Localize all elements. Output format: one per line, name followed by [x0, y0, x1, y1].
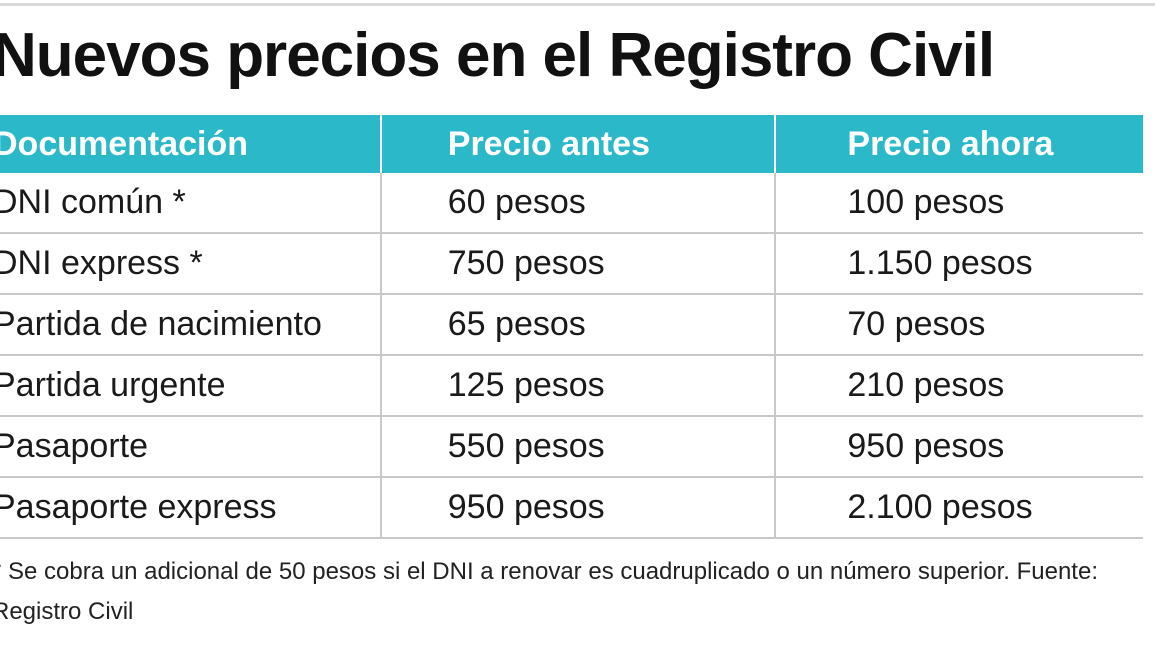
cell-documentacion: Partida urgente	[0, 355, 382, 417]
table-row: DNI común * 60 pesos 100 pesos	[0, 173, 1143, 234]
footnote: * Se cobra un adicional de 50 pesos si e…	[0, 558, 1105, 625]
top-divider	[0, 3, 1155, 6]
table-row: Pasaporte express 950 pesos 2.100 pesos	[0, 477, 1143, 539]
cell-precio-ahora: 100 pesos	[775, 173, 1143, 234]
cell-precio-ahora: 1.150 pesos	[775, 233, 1143, 295]
cell-documentacion: Pasaporte express	[0, 477, 382, 539]
cell-documentacion: DNI express *	[0, 233, 382, 295]
table-row: DNI express * 750 pesos 1.150 pesos	[0, 233, 1143, 295]
cell-precio-antes: 65 pesos	[380, 294, 777, 356]
header-precio-antes: Precio antes	[380, 115, 777, 173]
cell-precio-ahora: 210 pesos	[775, 355, 1143, 417]
cell-precio-antes: 750 pesos	[380, 233, 777, 295]
cell-precio-ahora: 70 pesos	[775, 294, 1143, 356]
table-header-row: Documentación Precio antes Precio ahora	[0, 115, 1143, 173]
cell-documentacion: Pasaporte	[0, 416, 382, 478]
cell-precio-ahora: 2.100 pesos	[775, 477, 1143, 539]
header-documentacion: Documentación	[0, 115, 382, 173]
cell-documentacion: DNI común *	[0, 173, 382, 234]
cell-precio-antes: 125 pesos	[380, 355, 777, 417]
table-row: Partida de nacimiento 65 pesos 70 pesos	[0, 294, 1143, 356]
prices-table: Documentación Precio antes Precio ahora …	[0, 115, 1143, 539]
cell-precio-antes: 550 pesos	[380, 416, 777, 478]
cell-precio-ahora: 950 pesos	[775, 416, 1143, 478]
table-row: Pasaporte 550 pesos 950 pesos	[0, 416, 1143, 478]
page-title: Nuevos precios en el Registro Civil	[0, 21, 995, 90]
table-row: Partida urgente 125 pesos 210 pesos	[0, 355, 1143, 417]
header-precio-ahora: Precio ahora	[775, 115, 1143, 173]
cell-precio-antes: 950 pesos	[380, 477, 777, 539]
cell-documentacion: Partida de nacimiento	[0, 294, 382, 356]
cell-precio-antes: 60 pesos	[380, 173, 777, 234]
